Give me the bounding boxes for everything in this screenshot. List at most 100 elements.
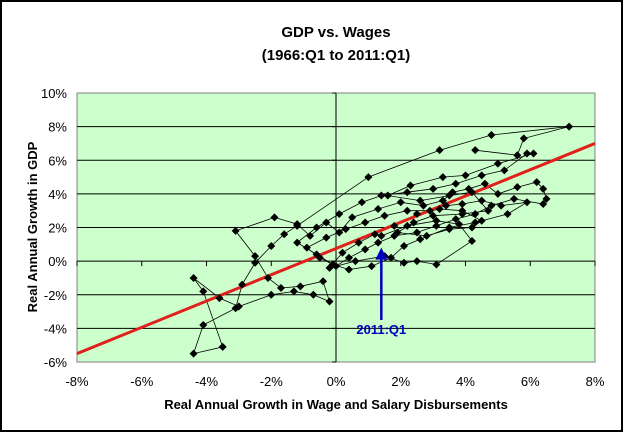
data-point (412, 210, 421, 219)
data-point (513, 183, 522, 192)
data-point (374, 238, 383, 247)
data-point (432, 260, 441, 269)
data-point (393, 228, 402, 237)
data-point (315, 253, 324, 262)
data-point (374, 205, 383, 214)
data-point (429, 211, 438, 220)
data-point (364, 173, 373, 182)
data-point (322, 218, 331, 227)
data-point (432, 216, 441, 225)
connecting-lines (192, 126, 570, 355)
data-point (296, 282, 305, 291)
data-point (539, 199, 548, 208)
y-axis-ticks: 10% 8% 6% 4% 2% 0% -2% -4% -6% (41, 86, 67, 370)
data-point (487, 131, 496, 140)
data-point (510, 194, 519, 203)
data-point (361, 218, 370, 227)
data-point (451, 215, 460, 224)
data-point (445, 225, 454, 234)
data-point (351, 257, 360, 266)
data-point (306, 231, 315, 240)
data-point (429, 184, 438, 193)
data-point (461, 171, 470, 180)
data-point (302, 243, 311, 252)
data-point (319, 277, 328, 286)
data-point (458, 199, 467, 208)
x-tick-label: -2% (260, 374, 284, 389)
data-point (445, 191, 454, 200)
x-tick-label: 8% (586, 374, 605, 389)
data-point (383, 191, 392, 200)
data-point (280, 230, 289, 239)
data-point (341, 225, 350, 234)
data-point (387, 253, 396, 262)
data-point (403, 206, 412, 215)
data-point (529, 149, 538, 158)
data-point (325, 263, 334, 272)
data-point (523, 149, 532, 158)
data-point (335, 228, 344, 237)
data-point (189, 273, 198, 282)
chart-subtitle: (1966:Q1 to 2011:Q1) (262, 47, 410, 64)
y-tick-label: 6% (48, 153, 67, 168)
data-point (458, 206, 467, 215)
data-point (251, 252, 260, 261)
data-point (477, 216, 486, 225)
data-point (480, 179, 489, 188)
x-axis-label: Real Annual Growth in Wage and Salary Di… (164, 397, 508, 412)
data-point (357, 198, 366, 207)
trend-line (76, 142, 596, 355)
data-point (412, 257, 421, 266)
data-point (231, 226, 240, 235)
data-point (199, 287, 208, 296)
data-point (519, 134, 528, 143)
data-point (477, 196, 486, 205)
data-point (267, 290, 276, 299)
data-point (267, 241, 276, 250)
data-point (399, 258, 408, 267)
data-point (419, 201, 428, 210)
data-point (471, 218, 480, 227)
data-point (487, 201, 496, 210)
data-point (325, 297, 334, 306)
data-point (435, 146, 444, 155)
data-point (361, 245, 370, 254)
data-point (338, 248, 347, 257)
data-point (218, 342, 227, 351)
data-points (189, 122, 574, 358)
data-point (442, 201, 451, 210)
data-point (493, 189, 502, 198)
data-point (293, 220, 302, 229)
data-point (477, 171, 486, 180)
data-point (234, 302, 243, 311)
x-axis-ticks: -8% -6% -4% -2% 0% 2% 4% 6% 8% (65, 374, 604, 389)
data-point (251, 258, 260, 267)
data-point (416, 196, 425, 205)
data-point (409, 218, 418, 227)
data-point (390, 221, 399, 230)
data-point (189, 349, 198, 358)
x-tick-label: -8% (65, 374, 89, 389)
data-point (438, 196, 447, 205)
data-point (367, 262, 376, 271)
data-point (276, 284, 285, 293)
data-point (451, 179, 460, 188)
data-point (513, 151, 522, 160)
data-point (312, 223, 321, 232)
y-tick-label: 10% (41, 86, 67, 101)
data-point (406, 181, 415, 190)
chart-title: GDP vs. Wages (281, 24, 390, 41)
data-point (293, 238, 302, 247)
trend-line-group (76, 142, 596, 355)
data-point (289, 287, 298, 296)
data-point (416, 235, 425, 244)
x-tick-label: -4% (195, 374, 219, 389)
y-tick-label: -4% (44, 321, 68, 336)
data-point (497, 201, 506, 210)
data-point (354, 238, 363, 247)
x-tick-label: -6% (130, 374, 154, 389)
data-point (455, 220, 464, 229)
data-point (435, 205, 444, 214)
data-point (467, 236, 476, 245)
